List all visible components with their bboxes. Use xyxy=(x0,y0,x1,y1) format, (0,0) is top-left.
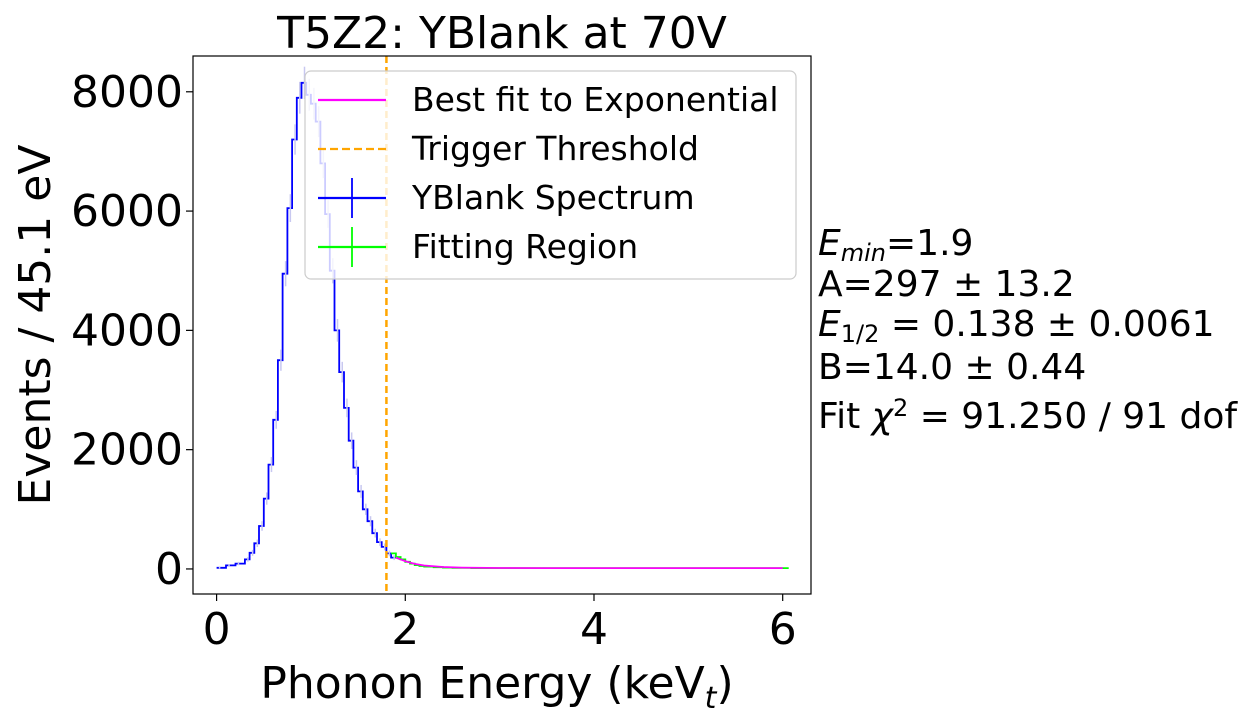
axis-ticks: 0 2 4 6 0 2000 4000 6000 8000 xyxy=(71,67,797,655)
series-fitting-region xyxy=(391,552,789,569)
x-tick-label: 0 xyxy=(203,604,231,655)
x-tick-label: 4 xyxy=(580,604,608,655)
legend-label-best-fit-to-exponential: Best fit to Exponential xyxy=(412,80,779,119)
annotation-ehalf: E1/2 = 0.138 ± 0.0061 xyxy=(818,304,1215,348)
plot-frame xyxy=(192,55,812,595)
annotation-a: A=297 ± 13.2 xyxy=(818,264,1075,305)
legend: Best fit to Exponential Trigger Threshold… xyxy=(304,70,797,280)
annotation-fit-chi2: Fit χ2 = 91.250 / 91 dof xyxy=(818,394,1238,437)
y-tick-label: 6000 xyxy=(71,186,183,237)
x-tick-label: 6 xyxy=(769,604,797,655)
legend-label-fitting-region: Fitting Region xyxy=(412,227,638,266)
x-tick-label: 2 xyxy=(391,604,419,655)
chart-title: T5Z2: YBlank at 70V xyxy=(276,8,727,59)
y-axis-label: Events / 45.1 eV xyxy=(10,145,61,506)
y-tick-label: 0 xyxy=(155,544,183,595)
annotation-b: B=14.0 ± 0.44 xyxy=(818,347,1087,388)
y-tick-label: 4000 xyxy=(71,305,183,356)
y-tick-label: 2000 xyxy=(71,425,183,476)
legend-box xyxy=(304,70,797,280)
x-axis-label: Phonon Energy (keVt) xyxy=(260,658,733,716)
y-tick-label: 8000 xyxy=(71,67,183,118)
legend-label-yblank-spectrum: YBlank Spectrum xyxy=(411,178,695,217)
series-best-fit-to-exponential xyxy=(395,556,783,569)
legend-label-trigger-threshold: Trigger Threshold xyxy=(411,129,699,168)
annotation-emin: Emin=1.9 xyxy=(818,223,974,267)
